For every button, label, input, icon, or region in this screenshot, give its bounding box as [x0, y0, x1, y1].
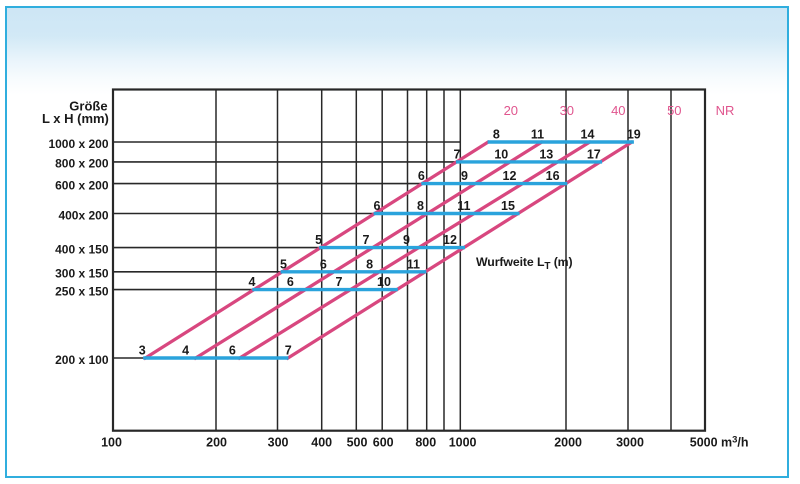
svg-text:3000: 3000: [616, 436, 644, 450]
svg-text:400x 200: 400x 200: [58, 208, 108, 222]
svg-text:L x H (mm): L x H (mm): [42, 111, 109, 126]
svg-text:8: 8: [366, 257, 373, 271]
svg-text:6: 6: [287, 275, 294, 289]
svg-text:2000: 2000: [554, 436, 582, 450]
svg-text:50: 50: [667, 103, 681, 118]
svg-text:200: 200: [206, 436, 227, 450]
svg-text:9: 9: [461, 169, 468, 183]
svg-text:4: 4: [249, 275, 256, 289]
svg-text:4: 4: [182, 344, 189, 358]
svg-text:600 x 200: 600 x 200: [55, 178, 109, 192]
svg-text:11: 11: [531, 128, 544, 142]
svg-text:800 x 200: 800 x 200: [55, 157, 109, 171]
svg-text:250 x 150: 250 x 150: [55, 284, 109, 298]
svg-text:12: 12: [503, 169, 517, 183]
svg-text:7: 7: [363, 233, 370, 247]
svg-text:20: 20: [504, 103, 518, 118]
svg-text:3: 3: [139, 344, 146, 358]
svg-text:100: 100: [101, 436, 122, 450]
svg-text:9: 9: [403, 233, 410, 247]
svg-text:8: 8: [417, 199, 424, 213]
svg-text:800: 800: [415, 436, 436, 450]
svg-text:200 x 100: 200 x 100: [55, 353, 109, 367]
svg-text:7: 7: [285, 344, 292, 358]
svg-text:7: 7: [454, 147, 461, 161]
svg-text:400 x 150: 400 x 150: [55, 242, 109, 256]
svg-text:6: 6: [418, 169, 425, 183]
svg-text:15: 15: [501, 199, 515, 213]
svg-text:1000: 1000: [449, 436, 477, 450]
svg-text:11: 11: [457, 199, 470, 213]
svg-text:10: 10: [377, 275, 391, 289]
svg-text:m3/h: m3/h: [721, 435, 749, 450]
svg-text:NR: NR: [716, 103, 735, 118]
svg-text:5000: 5000: [690, 436, 718, 450]
svg-text:13: 13: [539, 147, 553, 161]
svg-text:10: 10: [494, 147, 508, 161]
svg-text:400: 400: [311, 436, 332, 450]
svg-text:Wurfweite LT (m): Wurfweite LT (m): [476, 255, 573, 272]
svg-text:7: 7: [336, 275, 343, 289]
svg-text:11: 11: [407, 257, 420, 271]
svg-text:12: 12: [443, 233, 457, 247]
svg-text:6: 6: [229, 344, 236, 358]
svg-text:300 x 150: 300 x 150: [55, 267, 109, 281]
svg-text:300: 300: [268, 436, 289, 450]
svg-text:17: 17: [587, 147, 601, 161]
svg-text:14: 14: [581, 128, 595, 142]
svg-text:40: 40: [611, 103, 625, 118]
svg-text:Größe: Größe: [69, 98, 107, 113]
svg-text:8: 8: [493, 128, 500, 142]
svg-text:1000 x 200: 1000 x 200: [48, 137, 108, 151]
svg-text:6: 6: [374, 199, 381, 213]
svg-text:600: 600: [373, 436, 394, 450]
svg-text:6: 6: [320, 257, 327, 271]
svg-text:5: 5: [315, 233, 322, 247]
svg-text:5: 5: [280, 257, 287, 271]
svg-text:500: 500: [347, 436, 368, 450]
svg-text:19: 19: [627, 128, 641, 142]
svg-text:16: 16: [546, 169, 560, 183]
svg-text:30: 30: [560, 103, 574, 118]
